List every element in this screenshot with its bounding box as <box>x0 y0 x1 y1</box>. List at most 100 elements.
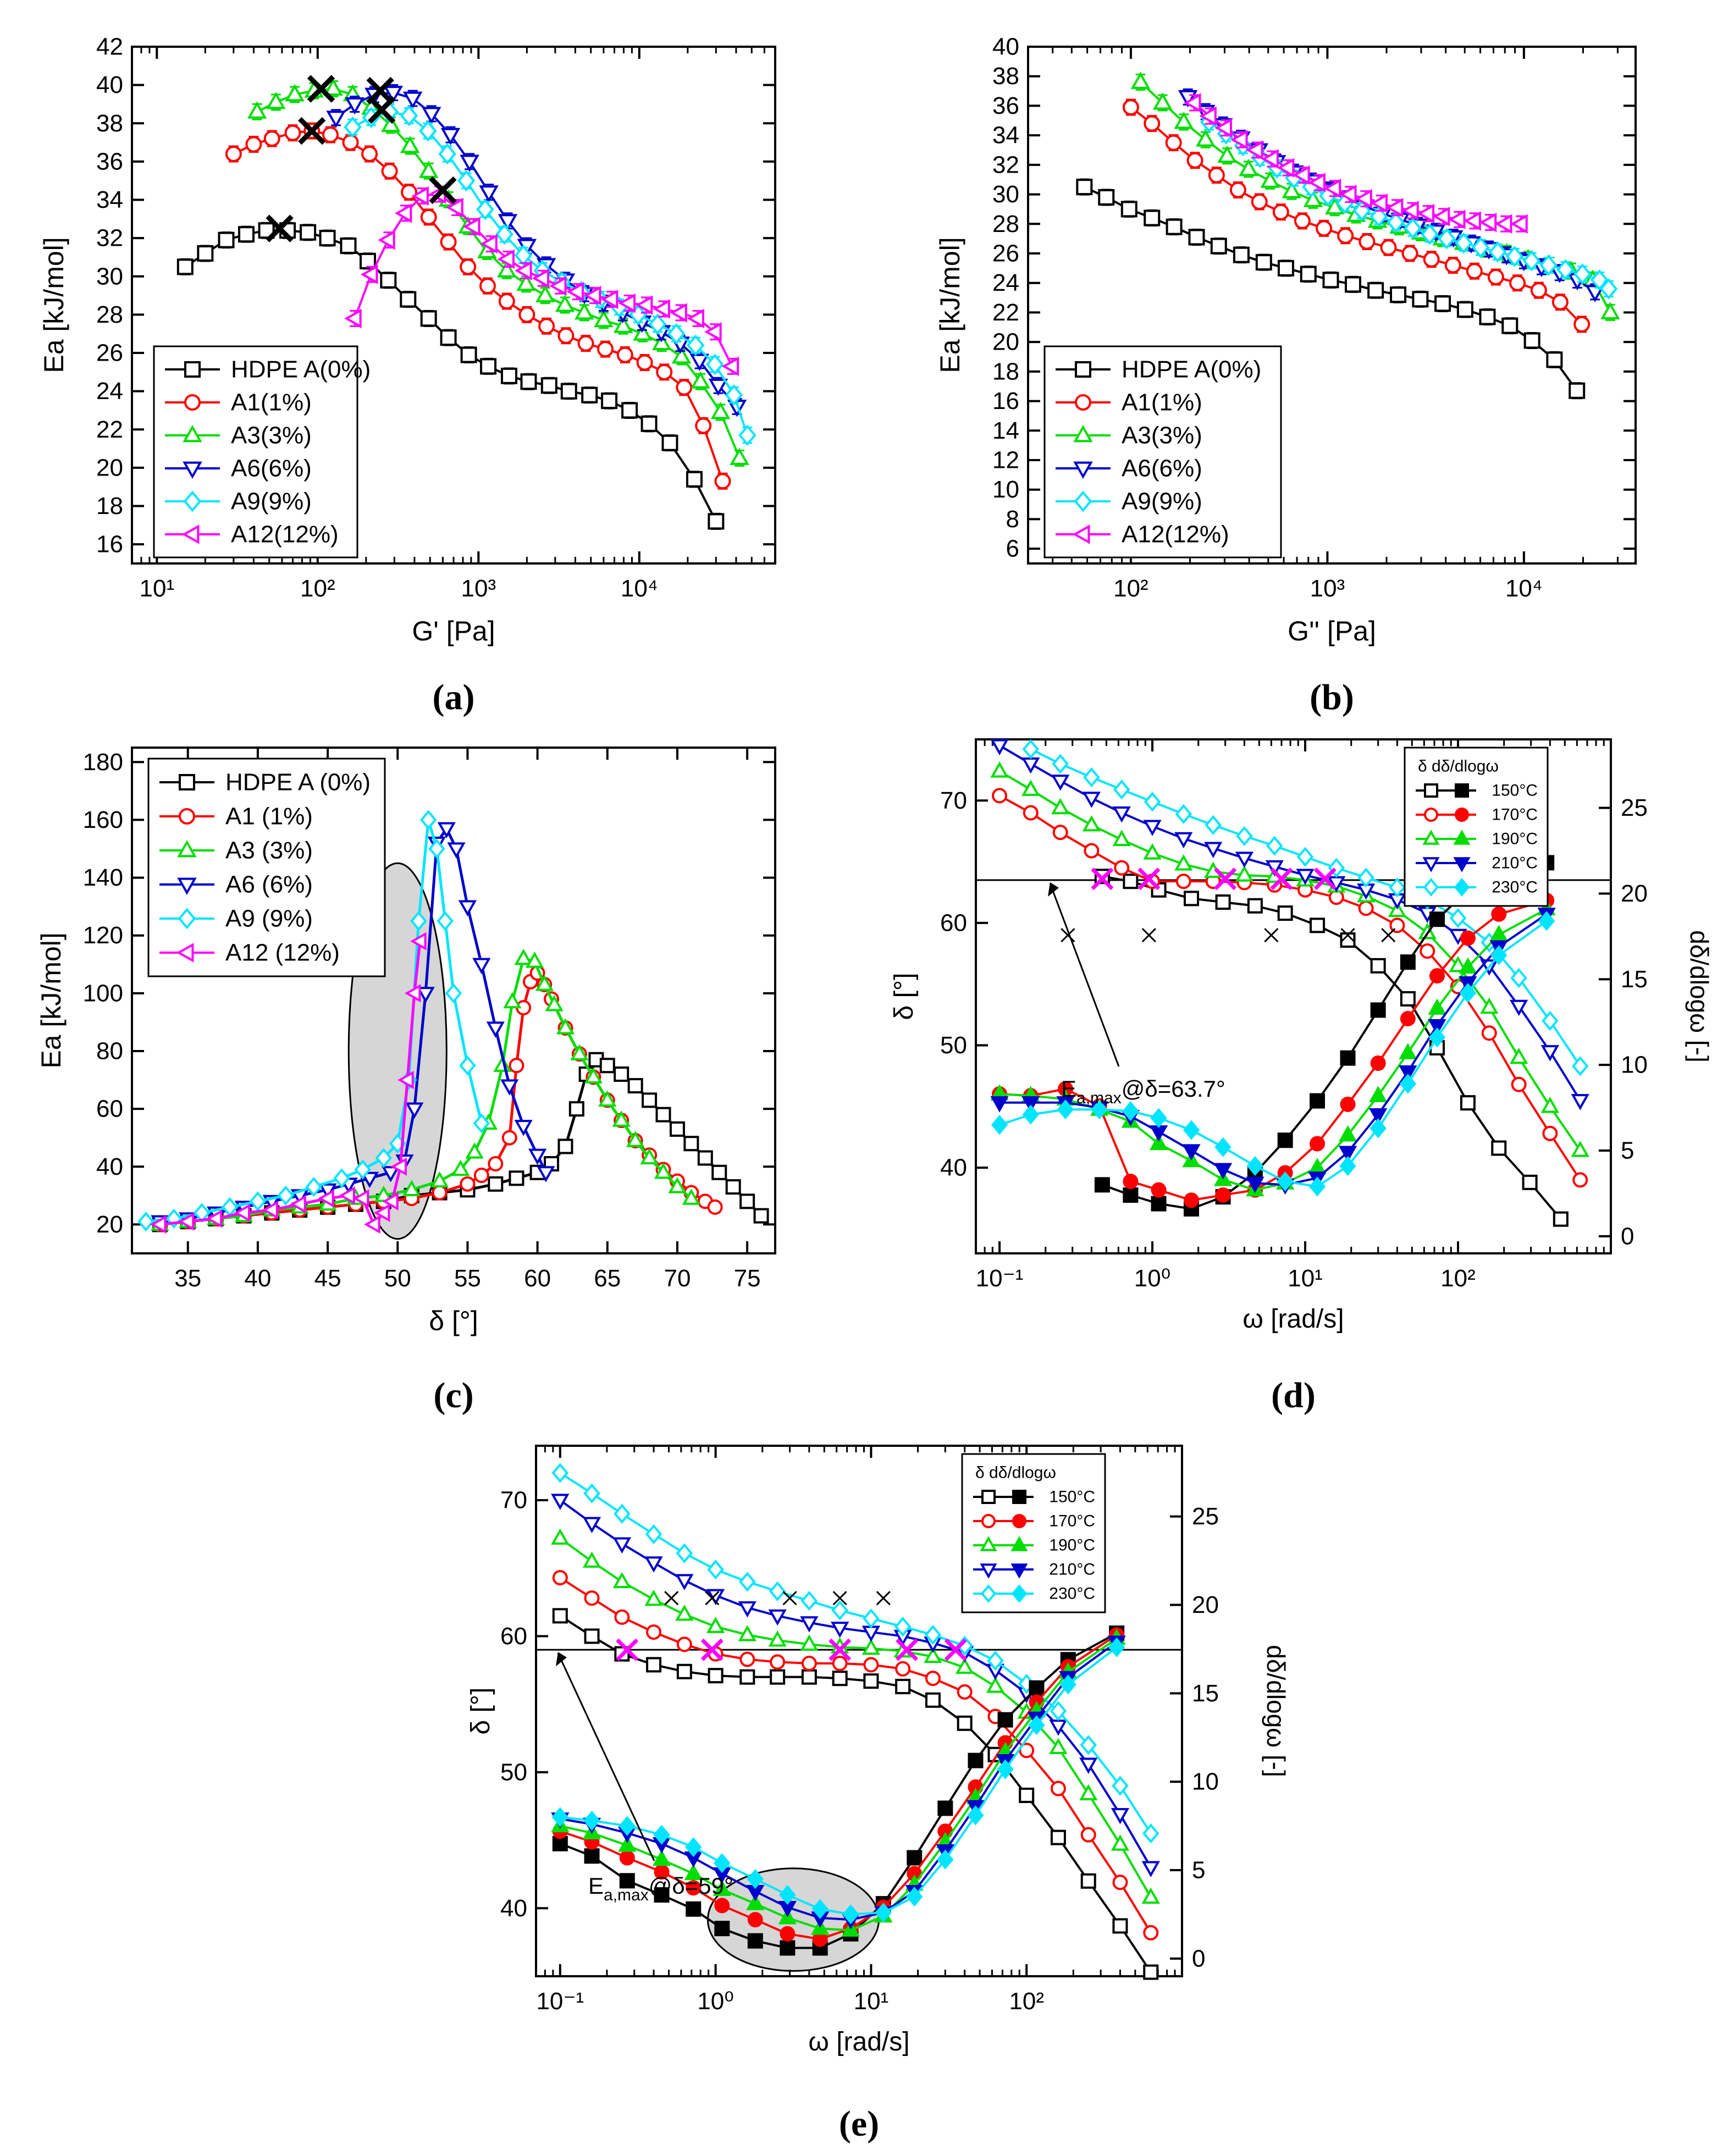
data-point <box>497 260 517 278</box>
data-point <box>340 237 357 255</box>
data-point <box>249 1191 267 1212</box>
data-point <box>1233 246 1250 263</box>
data-point <box>614 1609 630 1625</box>
legend-label: A9(9%) <box>1122 488 1202 515</box>
data-point <box>420 810 437 830</box>
data-point <box>400 291 417 308</box>
data-point <box>1143 820 1162 836</box>
data-point <box>582 1551 601 1568</box>
data-point <box>383 86 403 103</box>
data-point <box>373 1203 390 1223</box>
data-point <box>1573 263 1592 285</box>
data-point <box>1466 263 1483 280</box>
data-point <box>1339 184 1357 204</box>
data-point <box>460 258 477 275</box>
legend-marker <box>1422 857 1440 872</box>
y-tick-label: 24 <box>96 378 123 405</box>
data-point <box>863 1657 879 1673</box>
data-point <box>1112 1918 1128 1934</box>
cross-marker <box>1340 928 1355 943</box>
data-point <box>640 415 658 432</box>
data-point <box>1235 865 1254 882</box>
data-point <box>500 1079 519 1096</box>
data-point <box>619 1850 635 1866</box>
data-point <box>689 353 710 371</box>
legend-label: 210°C <box>1492 854 1538 872</box>
data-point <box>1213 1163 1233 1180</box>
data-point <box>1310 1093 1326 1109</box>
data-point <box>1144 115 1161 132</box>
data-point <box>1208 167 1225 184</box>
data-point <box>1387 212 1405 233</box>
data-point <box>714 1898 730 1914</box>
data-point <box>1076 179 1093 196</box>
data-point <box>566 281 584 302</box>
data-point <box>1091 1099 1108 1120</box>
legend-marker <box>1455 783 1469 798</box>
legend-label: 190°C <box>1492 830 1538 848</box>
data-point <box>405 1102 424 1119</box>
y-tick-label: 14 <box>992 417 1019 444</box>
data-point <box>1261 149 1279 169</box>
data-point <box>686 334 705 356</box>
data-point <box>473 1113 490 1134</box>
legend-marker <box>981 1490 996 1504</box>
data-point <box>1246 1156 1264 1176</box>
data-point <box>1265 860 1284 877</box>
data-point <box>738 1625 756 1641</box>
data-point <box>675 1574 694 1590</box>
data-point <box>551 1494 570 1510</box>
data-point <box>428 838 445 859</box>
data-point <box>1542 1010 1559 1031</box>
legend-marker <box>183 424 202 443</box>
y-tick-label: 120 <box>83 922 123 949</box>
legend-marker <box>183 461 202 479</box>
data-point <box>651 333 672 351</box>
legend-marker <box>1012 1490 1026 1504</box>
data-point <box>612 1537 631 1554</box>
data-point <box>1344 276 1361 293</box>
data-point <box>1571 1094 1589 1110</box>
data-point <box>1417 203 1435 224</box>
data-point <box>968 1753 984 1768</box>
x-tick-label: 10¹ <box>1288 1265 1323 1292</box>
data-point <box>262 1201 278 1219</box>
data-point <box>708 513 725 530</box>
data-point <box>739 1193 755 1209</box>
data-point <box>598 1090 617 1107</box>
data-point <box>1390 286 1407 303</box>
data-point <box>801 1669 817 1685</box>
y-tick-label: 18 <box>96 493 123 519</box>
data-point <box>319 230 336 247</box>
y2-tick-label: 25 <box>1192 1503 1219 1530</box>
data-point <box>1080 1735 1097 1755</box>
data-point <box>381 114 401 132</box>
data-point <box>1479 308 1496 325</box>
data-point <box>714 1853 731 1873</box>
data-point <box>1456 301 1473 318</box>
data-point <box>1021 757 1040 774</box>
data-point <box>667 323 686 345</box>
data-point <box>895 1678 911 1694</box>
data-point <box>1084 843 1100 859</box>
data-point <box>676 379 693 396</box>
data-point <box>545 995 564 1011</box>
max-marker <box>298 117 326 145</box>
data-point <box>1141 1887 1160 1904</box>
data-point <box>1380 239 1397 256</box>
x-tick-label: 10² <box>1440 1265 1476 1292</box>
data-point <box>1022 739 1040 759</box>
data-point <box>354 1159 371 1180</box>
data-point <box>739 1572 756 1592</box>
annotation-arrow <box>557 1652 655 1861</box>
data-point <box>1296 869 1315 885</box>
data-point <box>655 1107 671 1123</box>
data-point <box>653 299 670 319</box>
data-point <box>831 1600 848 1621</box>
y2-tick-label: 0 <box>1192 1945 1205 1972</box>
data-point <box>509 1058 524 1074</box>
y-tick-label: 16 <box>96 531 123 558</box>
y-tick-label: 16 <box>992 388 1019 414</box>
data-point <box>1308 173 1326 192</box>
data-point <box>613 316 633 333</box>
